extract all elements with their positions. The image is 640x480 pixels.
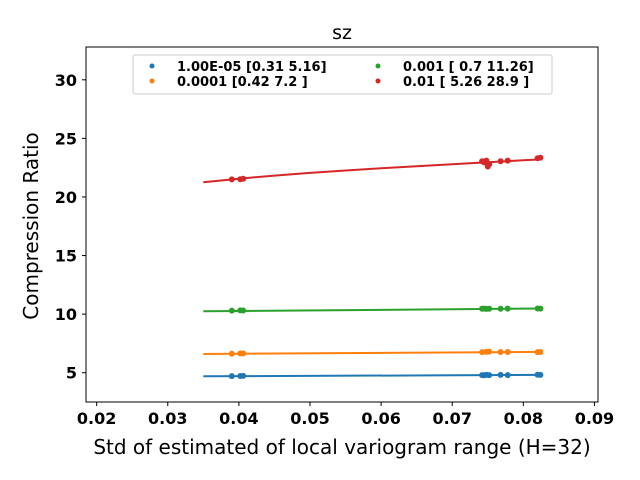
y-tick-label: 25 (55, 129, 77, 148)
series-3 (203, 154, 544, 184)
data-point (504, 349, 511, 355)
data-point (228, 373, 235, 380)
x-tick-label: 0.04 (219, 409, 258, 428)
x-tick-label: 0.03 (148, 409, 187, 428)
plot-frame (85, 46, 599, 403)
legend: 1.00E-05 [0.31 5.16]0.0001 [0.42 7.2 ] 0.… (132, 54, 553, 95)
legend-marker (149, 63, 155, 69)
y-axis-label: Compression Ratio (19, 132, 43, 319)
legend-label: 0.01 [ 5.26 28.9 ] (403, 75, 529, 90)
data-point (240, 350, 247, 357)
legend-marker (149, 78, 155, 84)
series-0 (203, 371, 544, 380)
y-axis-ticks: 5 10 15 20 25 30 (55, 71, 86, 383)
data-point (504, 372, 511, 379)
x-axis-ticks: 0.02 0.03 0.04 0.05 0.06 0.07 0.08 0.09 (77, 402, 614, 428)
x-tick-label: 0.02 (77, 409, 116, 428)
series-1 (203, 348, 544, 357)
x-tick-label: 0.09 (575, 409, 614, 428)
data-point (497, 158, 504, 165)
data-point (228, 307, 235, 314)
legend-marker (375, 78, 381, 84)
plot-area (85, 46, 599, 403)
data-point (486, 161, 493, 168)
y-tick-label: 15 (55, 247, 77, 266)
data-point (504, 305, 511, 312)
y-tick-label: 20 (55, 188, 77, 207)
x-tick-label: 0.07 (432, 409, 471, 428)
data-point (497, 371, 504, 378)
data-point (497, 305, 504, 312)
data-point (486, 305, 493, 312)
data-point (240, 175, 247, 182)
x-tick-label: 0.05 (290, 409, 329, 428)
data-point (240, 307, 247, 314)
y-tick-label: 10 (55, 305, 77, 324)
legend-marker (375, 63, 381, 69)
legend-label: 0.0001 [0.42 7.2 ] (177, 75, 308, 90)
series-layer (203, 154, 544, 380)
data-point (504, 157, 511, 164)
y-tick-label: 30 (55, 71, 77, 90)
data-point (537, 371, 544, 378)
legend-entry: 0.001 [ 0.7 11.26] (375, 60, 534, 75)
data-point (228, 176, 235, 183)
chart-title: sz (332, 22, 352, 44)
data-point (228, 350, 235, 357)
data-point (486, 348, 493, 355)
data-point (486, 372, 493, 379)
legend-entry: 0.01 [ 5.26 28.9 ] (375, 75, 529, 90)
legend-label: 0.001 [ 0.7 11.26] (403, 60, 534, 75)
data-point (240, 372, 247, 379)
legend-entry: 0.0001 [0.42 7.2 ] (149, 75, 308, 90)
data-point (537, 154, 544, 161)
data-point (537, 349, 544, 355)
legend-box (132, 54, 553, 95)
legend-entry: 1.00E-05 [0.31 5.16] (149, 60, 327, 75)
y-tick-label: 5 (66, 364, 77, 383)
x-axis-label: Std of estimated of local variogram rang… (93, 435, 590, 459)
data-point (479, 349, 486, 356)
x-tick-label: 0.08 (504, 409, 543, 428)
x-tick-label: 0.06 (361, 409, 400, 428)
data-point (537, 305, 544, 312)
legend-label: 1.00E-05 [0.31 5.16] (177, 60, 327, 75)
data-point (497, 349, 504, 355)
series-2 (203, 305, 544, 314)
